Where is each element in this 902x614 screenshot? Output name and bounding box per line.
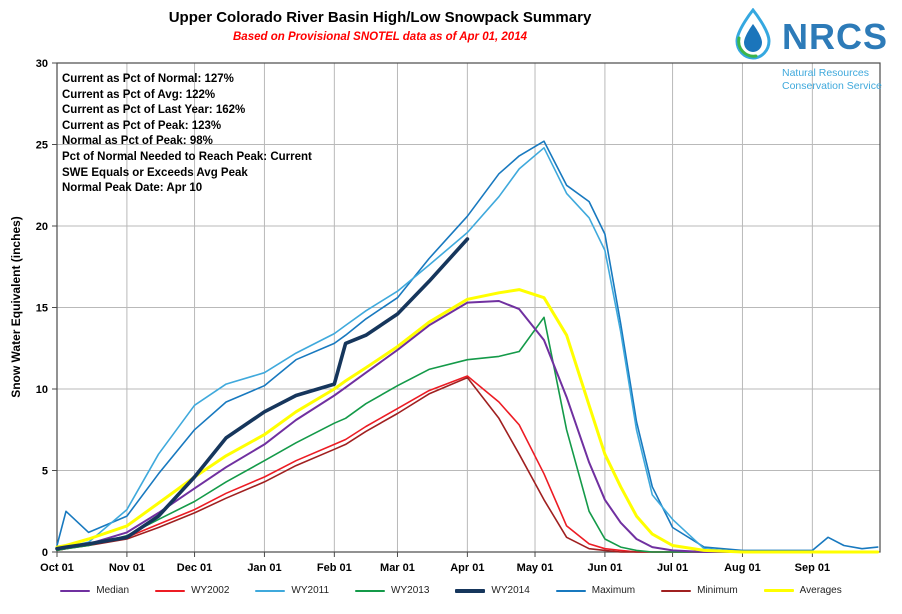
legend-item-wy2013: WY2013: [355, 585, 429, 596]
nrcs-org-name: Natural Resources Conservation Service: [782, 67, 882, 93]
legend-label: WY2014: [491, 585, 530, 596]
stat-line: Pct of Normal Needed to Reach Peak: Curr…: [62, 150, 312, 163]
legend-label: WY2011: [291, 585, 330, 596]
y-tick-label: 5: [42, 466, 48, 478]
page-subtitle: Based on Provisional SNOTEL data as of A…: [233, 31, 527, 43]
legend-item-median: Median: [60, 585, 129, 596]
legend-swatch: [255, 589, 286, 592]
legend-item-maximum: Maximum: [555, 585, 636, 596]
stat-line: Current as Pct of Last Year: 162%: [62, 104, 246, 117]
x-tick-label: Jul 01: [657, 562, 688, 574]
x-tick-label: Dec 01: [177, 562, 212, 574]
series-wy2014: [55, 237, 470, 551]
legend-swatch: [355, 589, 386, 592]
legend-label: Averages: [799, 585, 842, 596]
legend-label: WY2013: [391, 585, 430, 596]
legend-item-wy2014: WY2014: [455, 585, 530, 596]
legend-item-wy2002: WY2002: [155, 585, 229, 596]
legend-label: Maximum: [591, 585, 636, 596]
stat-line: Current as Pct of Avg: 122%: [62, 88, 216, 101]
stat-line: Normal as Pct of Peak: 98%: [62, 135, 213, 148]
droplet-green-swoosh: [737, 36, 758, 58]
page-title: Upper Colorado River Basin High/Low Snow…: [168, 9, 592, 26]
series-averages: [55, 288, 880, 554]
legend-swatch: [661, 589, 692, 592]
legend-item-averages: Averages: [763, 585, 842, 596]
x-tick-label: Mar 01: [380, 562, 415, 574]
x-tick-label: Oct 01: [40, 562, 74, 574]
x-tick-label: Sep 01: [795, 562, 830, 574]
stat-line: Current as Pct of Normal: 127%: [62, 73, 234, 85]
legend-swatch: [155, 589, 186, 592]
droplet-inner: [743, 24, 762, 52]
gridlines: [57, 63, 880, 552]
x-tick-label: Jun 01: [587, 562, 622, 574]
axis-labels: Oct 01 Nov 01 Dec 01 Jan 01 Feb 01 Mar 01 Apr …: [36, 58, 830, 574]
legend-label: WY2002: [191, 585, 230, 596]
legend-item-wy2011: WY2011: [255, 585, 329, 596]
nrcs-logo: NRCS Natural Resources Conservation Serv…: [730, 7, 888, 93]
nrcs-org-line1: Natural Resources: [781, 67, 869, 79]
x-tick-label: Apr 01: [450, 562, 484, 574]
legend-swatch: [763, 589, 794, 592]
x-tick-label: Feb 01: [317, 562, 352, 574]
y-tick-label: 0: [42, 547, 48, 559]
stat-line: Current as Pct of Peak: 123%: [62, 119, 222, 132]
stat-line: SWE Equals or Exceeds Avg Peak: [62, 166, 248, 179]
y-tick-label: 25: [36, 140, 48, 152]
y-axis-title: Snow Water Equivalent (inches): [9, 216, 23, 398]
x-tick-label: May 01: [517, 562, 554, 574]
legend-swatch: [60, 589, 91, 592]
nrcs-wordmark: NRCS: [781, 15, 888, 57]
stats-annotation: Current as Pct of Normal: 127% Current as…: [62, 72, 312, 197]
y-tick-label: 15: [36, 303, 48, 315]
water-droplet-icon: [730, 7, 776, 65]
y-tick-label: 20: [36, 221, 48, 233]
x-tick-label: Jan 01: [247, 562, 281, 574]
nrcs-org-line2: Conservation Service: [781, 80, 882, 92]
series-maximum: [56, 140, 879, 552]
y-tick-label: 10: [36, 384, 48, 396]
legend-swatch: [455, 588, 486, 593]
chart-legend: Median WY2002 WY2011 WY2013 WY2014 Maximum Min…: [0, 585, 902, 596]
stat-line: Normal Peak Date: Apr 10: [62, 182, 203, 195]
x-tick-label: Aug 01: [724, 562, 761, 574]
y-tick-label: 30: [36, 58, 48, 70]
legend-label: Median: [96, 585, 130, 596]
x-tick-label: Nov 01: [109, 562, 145, 574]
legend-label: Minimum: [697, 585, 738, 596]
legend-swatch: [555, 589, 586, 592]
droplet-outline: [735, 7, 771, 60]
legend-item-minimum: Minimum: [661, 585, 738, 596]
